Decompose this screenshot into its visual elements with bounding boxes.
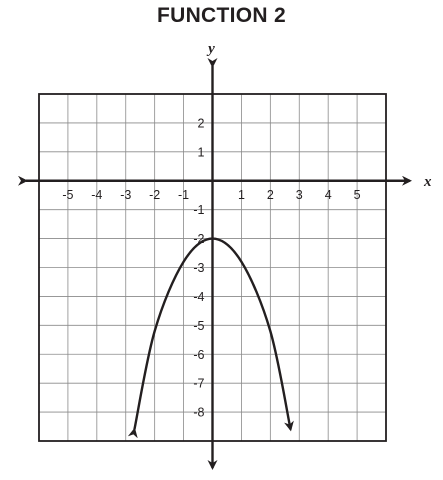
x-tick-label: -5 xyxy=(62,188,73,202)
y-tick-label: -3 xyxy=(193,261,204,275)
curves xyxy=(127,237,294,439)
y-tick-label: -5 xyxy=(193,319,204,333)
chart-title: FUNCTION 2 xyxy=(157,4,286,27)
x-tick-label: 5 xyxy=(354,188,361,202)
x-tick-label: 1 xyxy=(238,188,245,202)
y-tick-label: -6 xyxy=(193,348,204,362)
y-tick-label: -4 xyxy=(193,290,204,304)
tick-labels: -5 -4 -3 -2 -1 1 2 3 4 5 2 1 -1 -2 -3 -4 -5 -6 -7 -8 xyxy=(62,116,360,419)
x-tick-label: 4 xyxy=(325,188,332,202)
x-tick-label: -1 xyxy=(178,188,189,202)
axes: xy xyxy=(18,41,432,470)
x-axis-label: x xyxy=(423,174,432,190)
x-tick-label: 3 xyxy=(296,188,303,202)
y-axis-label: y xyxy=(206,41,215,57)
x-tick-label: 2 xyxy=(267,188,274,202)
y-tick-label: 1 xyxy=(198,145,205,159)
y-tick-label: 2 xyxy=(198,116,205,130)
y-tick-label: -7 xyxy=(193,377,204,391)
x-tick-label: -3 xyxy=(120,188,131,202)
y-tick-label: -2 xyxy=(193,232,204,246)
parabola-curve xyxy=(127,237,294,439)
y-tick-label: -8 xyxy=(193,406,204,420)
x-tick-label: -2 xyxy=(149,188,160,202)
x-tick-label: -4 xyxy=(91,188,102,202)
y-tick-label: -1 xyxy=(193,203,204,217)
